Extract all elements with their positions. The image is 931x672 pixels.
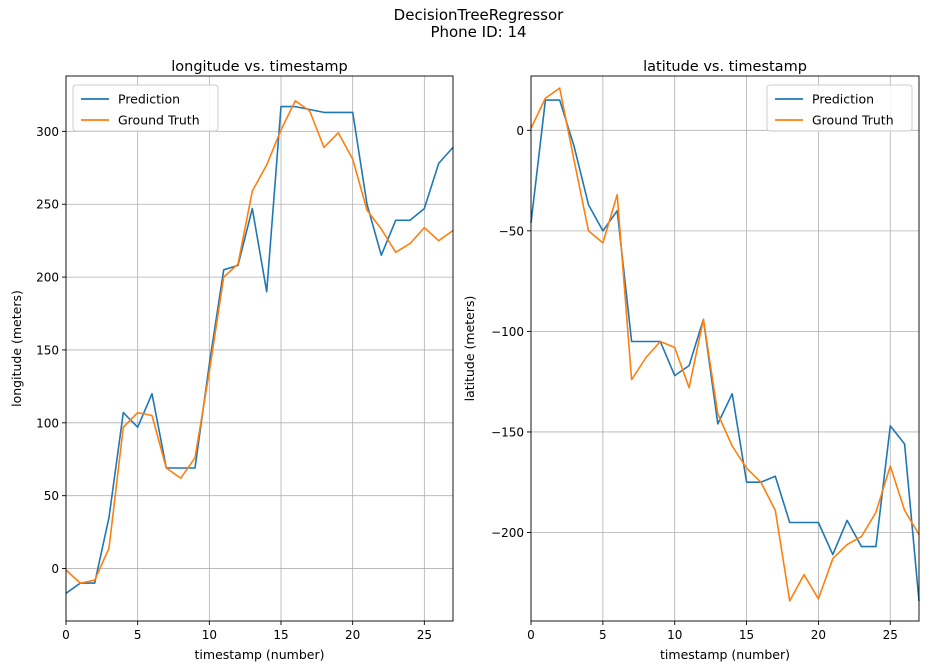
longitude-legend: Prediction Ground Truth: [72, 84, 219, 132]
y-tick-label: −100: [491, 325, 524, 339]
latitude-series-prediction: [530, 99, 920, 601]
latitude-chart: latitude vs. timestamp 0 5 10 15 20 25 0 −50 −100…: [462, 59, 920, 662]
x-tick-label: 0: [62, 628, 70, 642]
x-tick-label: 5: [134, 628, 142, 642]
longitude-series-ground-truth: [65, 100, 454, 584]
y-tick-label: 250: [36, 198, 59, 212]
latitude-x-axis-label: timestamp (number): [660, 647, 790, 662]
y-tick-label: 150: [36, 343, 59, 357]
legend-label: Ground Truth: [812, 113, 894, 128]
x-tick-label: 15: [739, 628, 754, 642]
x-tick-label: 0: [527, 628, 535, 642]
latitude-series-ground-truth: [530, 87, 920, 602]
y-tick-label: 200: [36, 271, 59, 285]
legend-label: Prediction: [812, 92, 874, 107]
longitude-chart-title: longitude vs. timestamp: [171, 59, 348, 75]
legend-label: Prediction: [118, 92, 180, 107]
longitude-y-axis-label: longitude (meters): [9, 290, 24, 407]
x-tick-label: 25: [417, 628, 432, 642]
longitude-axes-frame: [65, 75, 454, 622]
y-tick-label: 300: [36, 125, 59, 139]
x-tick-label: 20: [811, 628, 826, 642]
legend-label: Ground Truth: [118, 113, 200, 128]
latitude-axes-frame: [530, 75, 920, 622]
x-tick-label: 5: [599, 628, 607, 642]
y-tick-label: −150: [491, 425, 524, 439]
x-tick-label: 10: [202, 628, 217, 642]
figure-subtitle: Phone ID: 14: [430, 23, 527, 41]
y-tick-label: −50: [499, 224, 524, 238]
latitude-y-axis-label: latitude (meters): [462, 296, 477, 402]
legend-box: [72, 84, 219, 132]
longitude-x-axis-label: timestamp (number): [195, 647, 325, 662]
x-tick-label: 15: [273, 628, 288, 642]
y-tick-label: −200: [491, 526, 524, 540]
latitude-chart-title: latitude vs. timestamp: [643, 59, 807, 75]
y-tick-label: 0: [51, 562, 59, 576]
x-tick-label: 25: [883, 628, 898, 642]
legend-box: [766, 84, 913, 132]
figure-title: DecisionTreeRegressor: [393, 6, 564, 24]
latitude-legend: Prediction Ground Truth: [766, 84, 913, 132]
y-tick-label: 100: [36, 416, 59, 430]
x-tick-label: 10: [667, 628, 682, 642]
y-tick-label: 0: [516, 124, 524, 138]
x-tick-label: 20: [345, 628, 360, 642]
y-tick-label: 50: [44, 489, 59, 503]
